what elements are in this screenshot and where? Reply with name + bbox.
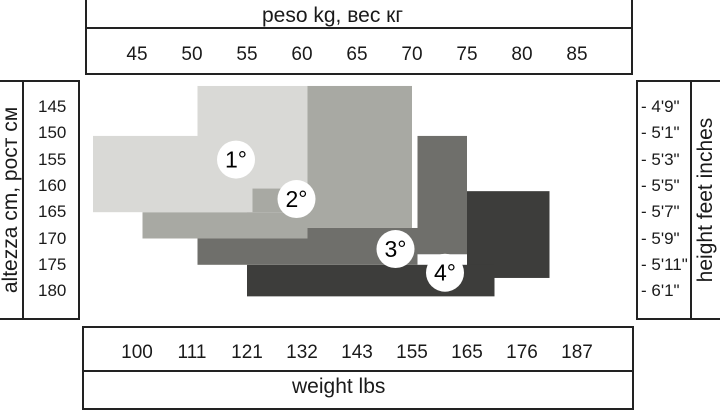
lbs-tick: 176 [506, 342, 538, 363]
lbs-tick: 121 [231, 342, 263, 363]
inch-tick: - 5'5" [641, 175, 680, 195]
kg-tick: 80 [511, 44, 533, 65]
lbs-tick: 100 [121, 342, 153, 363]
size-badge [376, 230, 415, 269]
cm-tick: 150 [38, 123, 67, 143]
cm-tick: 145 [38, 97, 67, 116]
cm-tick: 160 [38, 175, 67, 195]
size-label: 1° [225, 147, 247, 173]
kg-tick: 55 [236, 44, 258, 65]
inch-tick: - 5'3" [641, 149, 680, 169]
size-label: 3° [385, 236, 407, 262]
kg-tick: 75 [456, 44, 478, 65]
inch-tick: - 5'1" [641, 123, 680, 143]
lbs-tick: 132 [286, 342, 318, 363]
cm-tick: 180 [38, 281, 67, 301]
inch-tick: - 6'1" [641, 281, 680, 301]
cm-tick: 175 [38, 254, 67, 274]
cm-axis-box [22, 80, 80, 320]
lbs-tick: 143 [341, 342, 373, 363]
size-badge [277, 180, 316, 219]
kg-tick: 85 [566, 44, 588, 65]
size-label: 2° [286, 186, 308, 212]
kg-tick: 50 [181, 44, 203, 65]
right-label-box [690, 80, 720, 320]
cm-tick: 165 [38, 202, 67, 222]
size-4-region [467, 191, 550, 278]
size-3-region [417, 135, 467, 255]
size-2-region [307, 85, 412, 228]
size-badge [217, 140, 255, 179]
kg-tick: 45 [126, 44, 148, 65]
cm-tick: 170 [38, 228, 67, 248]
lbs-tick: 165 [451, 342, 483, 363]
top-axis-label: peso kg, вес кг [262, 4, 404, 27]
lbs-tick: 155 [396, 342, 428, 363]
kg-tick: 70 [401, 44, 423, 65]
inch-tick: - 5'7" [641, 202, 680, 222]
lbs-tick: 187 [561, 342, 593, 363]
inch-tick: - 5'11" [641, 254, 688, 274]
kg-tick: 65 [346, 44, 368, 65]
kg-tick: 60 [291, 44, 313, 65]
lbs-tick: 111 [177, 342, 207, 363]
inch-tick: - 4'9" [641, 97, 680, 116]
inch-tick: - 5'9" [641, 228, 680, 248]
size-label: 4° [434, 260, 456, 286]
bottom-axis-label: weight lbs [292, 375, 386, 398]
kg-axis-box [85, 27, 633, 75]
size-badge [426, 253, 464, 292]
size-2-region [142, 212, 308, 239]
cm-tick: 155 [38, 149, 67, 169]
